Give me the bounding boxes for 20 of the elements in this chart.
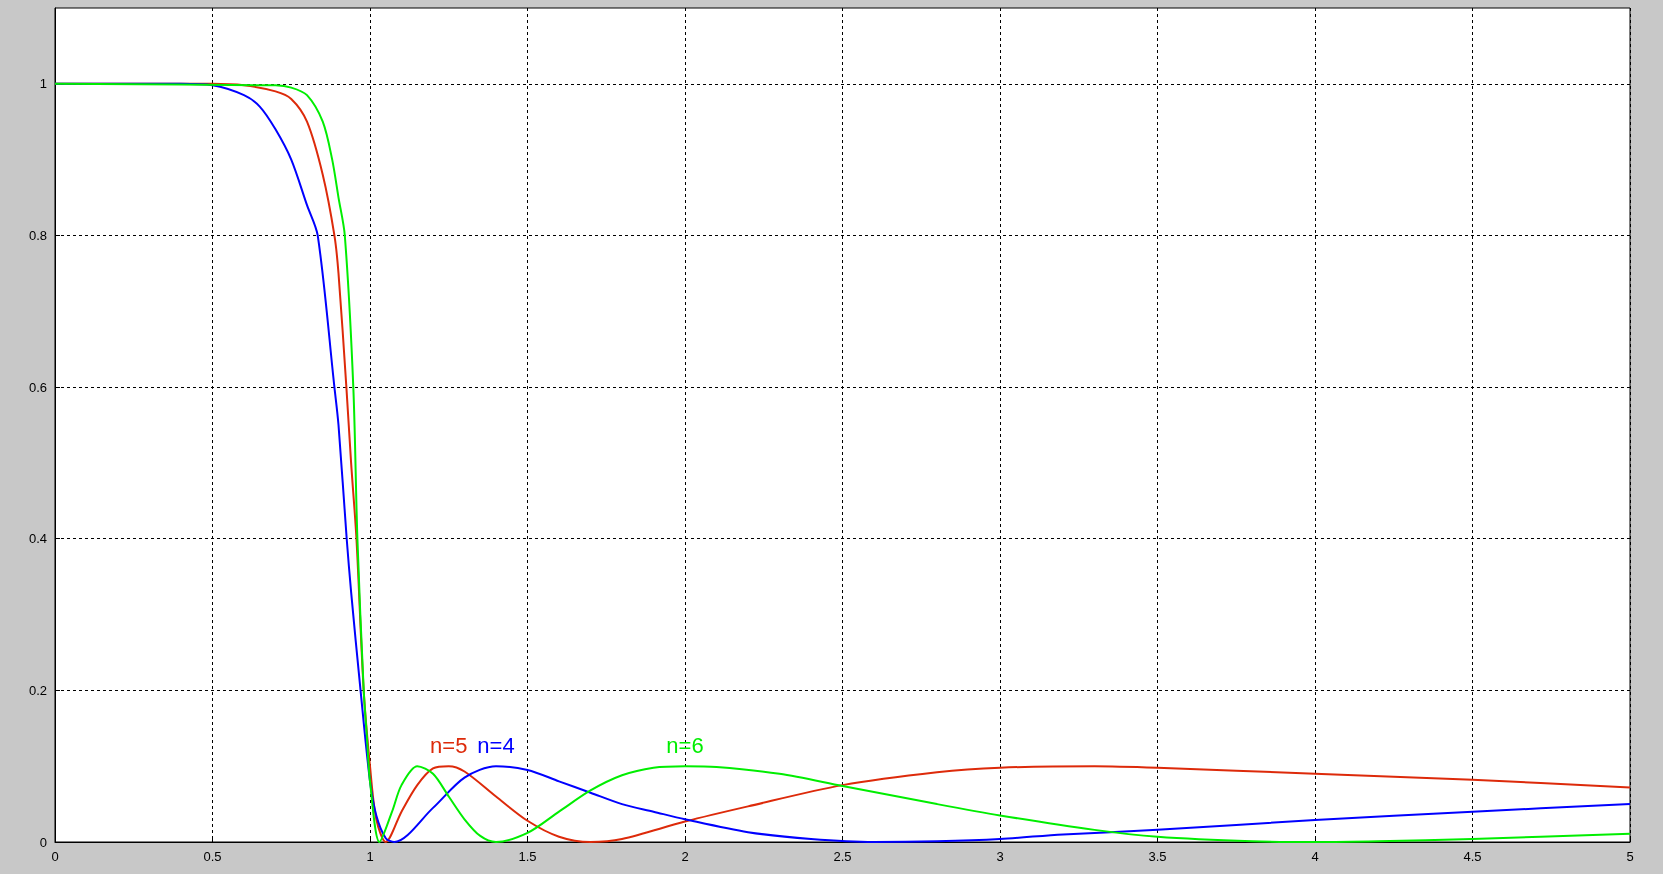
series-label: n=5 bbox=[430, 732, 468, 758]
x-tick-label: 4.5 bbox=[1463, 849, 1482, 864]
x-tick-label: 5 bbox=[1626, 849, 1634, 864]
y-tick-label: 0.6 bbox=[28, 379, 47, 395]
x-tick-label: 3 bbox=[996, 849, 1004, 864]
x-tick-label: 2.5 bbox=[833, 849, 852, 864]
series-label: n=4 bbox=[477, 732, 515, 758]
x-tick-label: 3.5 bbox=[1148, 849, 1167, 864]
y-tick-label: 1 bbox=[39, 76, 47, 92]
series-label: n=6 bbox=[666, 732, 704, 758]
y-tick-label: 0.4 bbox=[28, 531, 47, 547]
x-tick-label: 2 bbox=[681, 849, 689, 864]
y-tick-label: 0.8 bbox=[28, 227, 47, 243]
y-tick-label: 0.2 bbox=[28, 682, 47, 698]
y-tick-label: 0 bbox=[39, 834, 47, 850]
x-tick-label: 1 bbox=[366, 849, 374, 864]
x-tick-label: 1.5 bbox=[518, 849, 537, 864]
x-tick-label: 4 bbox=[1311, 849, 1319, 864]
x-tick-label: 0.5 bbox=[203, 849, 222, 864]
x-tick-label: 0 bbox=[51, 849, 59, 864]
